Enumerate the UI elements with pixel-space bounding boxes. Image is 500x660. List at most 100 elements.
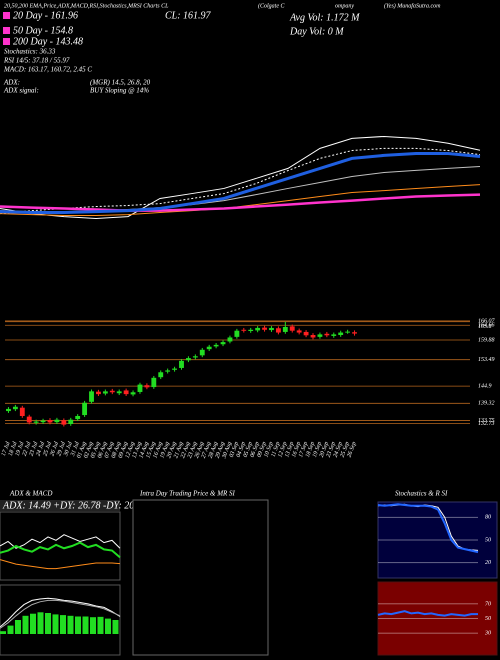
panel-title: ADX & MACD <box>9 490 52 498</box>
x-tick-label: 19 Sep <box>312 441 323 458</box>
panel-title: Stochastics & R SI <box>395 490 448 498</box>
panel-subtitle: ADX: 14.49 +DY: 26.78 -DY: 20 <box>2 500 134 511</box>
adx-value: (MGR) 14.5, 26.8, 20 <box>90 79 151 87</box>
candle-body <box>102 391 108 394</box>
histogram-bar <box>37 612 44 634</box>
x-tick-label: 24 Jul <box>35 440 47 457</box>
y-tick-label: 50 <box>485 537 491 543</box>
candle-body <box>68 419 74 424</box>
candle-body <box>192 356 198 358</box>
x-tick-label: 15 Aug <box>146 441 157 459</box>
x-tick-label: 22 Aug <box>180 441 191 459</box>
level-label: 144.9 <box>478 382 492 389</box>
candle-body <box>158 372 164 378</box>
level-label: 166.07 <box>478 318 496 324</box>
x-tick-label: 06 Aug <box>97 441 108 459</box>
x-tick-label: 10 Sep <box>263 441 274 458</box>
series-line <box>0 151 481 215</box>
series-line <box>0 541 121 559</box>
rsi: RSI 14/5: 37.18 / 55.97 <box>3 57 70 65</box>
x-tick-label: 29 Jul <box>56 441 67 457</box>
x-tick-label: 17 Jul <box>1 441 12 457</box>
histogram-bar <box>90 617 96 634</box>
company: ompany <box>335 3 354 9</box>
x-tick-label: 01 Aug <box>76 441 87 459</box>
adx: ADX: <box>3 79 20 87</box>
candle-body <box>282 327 288 332</box>
candle-body <box>54 419 60 423</box>
histogram-bar <box>0 631 6 634</box>
adx-signal-value: BUY Sloping @ 14% <box>90 87 149 95</box>
candle-body <box>303 331 309 336</box>
series-line <box>377 610 479 617</box>
candle-body <box>75 415 81 420</box>
x-tick-label: 23 Jul <box>29 441 40 457</box>
level-label: 153.49 <box>478 356 495 363</box>
legend-entry: 20 Day - 161.96 <box>13 10 78 21</box>
x-tick-label: 07 Aug <box>104 441 115 459</box>
series-line <box>0 135 481 219</box>
x-tick-label: 17 Sep <box>298 441 309 458</box>
x-tick-label: 22 Jul <box>22 441 33 457</box>
candle-body <box>352 332 357 334</box>
x-tick-label: 05 Sep <box>243 441 254 458</box>
level-label: 139.32 <box>478 401 495 407</box>
level-label: 165.8 <box>478 324 492 330</box>
adx-signal: ADX signal: <box>3 87 39 95</box>
candle-body <box>6 408 11 412</box>
candle-body <box>137 384 143 392</box>
x-tick-label: 19 Jul <box>15 441 26 457</box>
candle-body <box>33 421 39 423</box>
histogram-bar <box>22 615 29 634</box>
x-tick-label: 12 Sep <box>277 441 288 458</box>
candle-body <box>255 327 261 331</box>
x-tick-label: 09 Aug <box>118 441 129 459</box>
panel-title: Intra Day Trading Price & MR SI <box>139 490 236 498</box>
candle-body <box>26 416 32 423</box>
series-line <box>0 599 121 629</box>
x-tick-label: 20 Sep <box>319 441 330 458</box>
x-tick-label: 26 Jul <box>49 441 60 457</box>
candle-body <box>47 419 53 423</box>
series-line <box>0 147 481 215</box>
histogram-bar <box>52 614 59 634</box>
candle-body <box>213 344 219 347</box>
x-tick-label: 31 Jul <box>70 441 81 458</box>
x-tick-label: 21 Aug <box>173 441 184 459</box>
candle-body <box>109 390 115 393</box>
histogram-bar <box>97 616 104 634</box>
day-vol: Day Vol: 0 M <box>289 26 344 37</box>
candle-body <box>310 335 316 338</box>
candle-body <box>269 327 274 331</box>
x-tick-label: 11 Sep <box>271 441 282 458</box>
panel <box>132 499 269 656</box>
level-label: 132.73 <box>478 421 495 427</box>
series-line <box>0 534 121 549</box>
candle-body <box>19 407 25 416</box>
x-tick-label: 29 Aug <box>215 441 226 459</box>
y-tick-label: 50 <box>485 616 491 622</box>
candle-body <box>234 330 240 337</box>
x-tick-label: 13 Sep <box>284 441 295 458</box>
histogram-bar <box>67 615 74 634</box>
legend-swatch <box>3 38 10 45</box>
candle-body <box>130 392 136 395</box>
candle-body <box>151 377 157 388</box>
legend-entry: 200 Day - 143.48 <box>13 36 83 47</box>
candle-body <box>324 333 330 336</box>
legend-swatch <box>3 12 10 19</box>
macd: MACD: 163.17, 160.72, 2.45 C <box>3 66 92 74</box>
candle-body <box>345 331 351 333</box>
x-tick-label: 28 Aug <box>208 441 219 459</box>
candle-body <box>89 391 94 402</box>
x-tick-label: 26 Aug <box>194 441 205 459</box>
candle-body <box>123 390 129 395</box>
histogram-bar <box>15 620 21 634</box>
series-line <box>0 559 121 570</box>
x-tick-label: 26 Sep <box>347 441 358 458</box>
series-line <box>0 193 481 212</box>
histogram-bar <box>105 618 111 634</box>
x-tick-label: 09 Sep <box>257 441 268 458</box>
